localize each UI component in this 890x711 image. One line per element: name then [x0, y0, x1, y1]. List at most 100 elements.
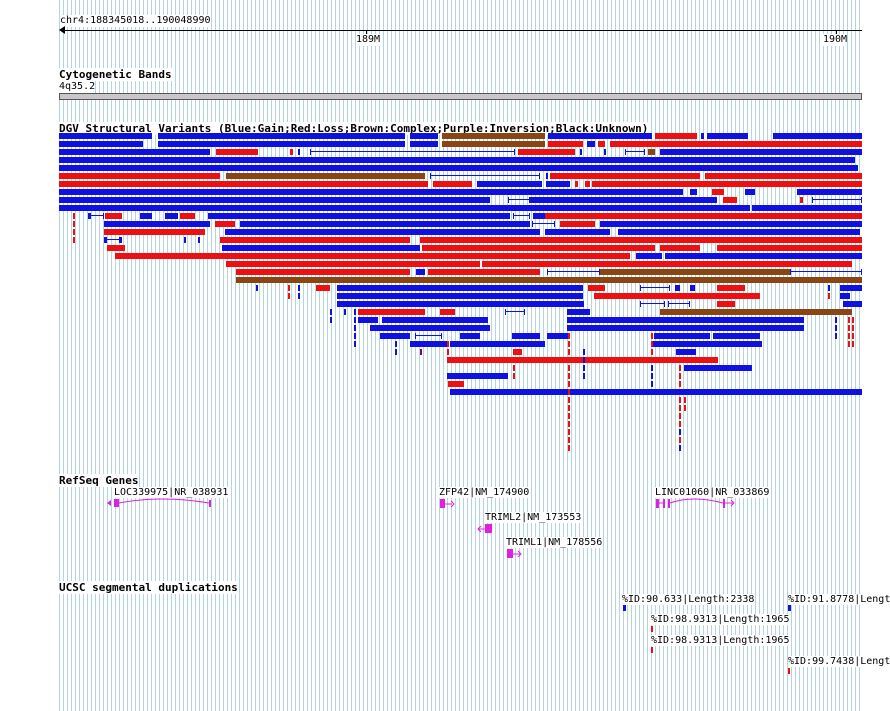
variant-bar[interactable]	[587, 141, 595, 147]
variant-bar[interactable]	[651, 349, 653, 355]
variant-bar[interactable]	[625, 149, 626, 155]
variant-bar[interactable]	[679, 373, 681, 379]
variant-link[interactable]	[547, 271, 600, 272]
variant-bar[interactable]	[713, 333, 760, 339]
variant-bar[interactable]	[655, 133, 697, 139]
variant-link[interactable]	[668, 303, 690, 304]
variant-bar[interactable]	[600, 269, 790, 275]
variant-link[interactable]	[505, 311, 525, 312]
variant-bar[interactable]	[236, 269, 410, 275]
variant-bar[interactable]	[382, 317, 488, 323]
variant-bar[interactable]	[684, 365, 752, 371]
variant-bar[interactable]	[852, 325, 854, 331]
variant-bar[interactable]	[545, 229, 610, 235]
variant-bar[interactable]	[450, 389, 862, 395]
cytoband-bar[interactable]	[59, 93, 862, 100]
variant-bar[interactable]	[447, 349, 449, 355]
variant-bar[interactable]	[337, 285, 583, 291]
variant-bar[interactable]	[545, 213, 862, 219]
variant-bar[interactable]	[812, 197, 813, 203]
variant-bar[interactable]	[723, 197, 737, 203]
variant-bar[interactable]	[599, 269, 600, 275]
variant-bar[interactable]	[660, 245, 700, 251]
variant-bar[interactable]	[665, 253, 862, 259]
variant-bar[interactable]	[59, 173, 220, 179]
variant-bar[interactable]	[568, 373, 570, 379]
variant-bar[interactable]	[428, 269, 540, 275]
variant-bar[interactable]	[848, 317, 850, 323]
variant-bar[interactable]	[652, 341, 762, 347]
variant-bar[interactable]	[701, 133, 704, 139]
variant-bar[interactable]	[256, 285, 258, 291]
variant-bar[interactable]	[240, 221, 530, 227]
variant-bar[interactable]	[410, 141, 438, 147]
variant-bar[interactable]	[752, 205, 862, 211]
variant-bar[interactable]	[330, 317, 332, 323]
variant-bar[interactable]	[505, 309, 506, 315]
variant-link[interactable]	[508, 199, 530, 200]
variant-bar[interactable]	[705, 173, 862, 179]
variant-bar[interactable]	[225, 229, 540, 235]
variant-bar[interactable]	[679, 421, 681, 427]
variant-bar[interactable]	[707, 133, 748, 139]
variant-bar[interactable]	[73, 237, 75, 243]
variant-link[interactable]	[88, 215, 104, 216]
variant-bar[interactable]	[797, 189, 862, 195]
variant-bar[interactable]	[59, 157, 855, 163]
variant-bar[interactable]	[310, 149, 311, 155]
variant-bar[interactable]	[59, 197, 490, 203]
variant-bar[interactable]	[679, 365, 681, 371]
variant-bar[interactable]	[690, 285, 695, 291]
variant-bar[interactable]	[337, 293, 583, 299]
variant-link[interactable]	[415, 335, 442, 336]
variant-bar[interactable]	[636, 253, 662, 259]
variant-bar[interactable]	[567, 325, 804, 331]
variant-bar[interactable]	[583, 349, 585, 355]
variant-bar[interactable]	[477, 181, 542, 187]
variant-bar[interactable]	[790, 269, 791, 275]
variant-bar[interactable]	[529, 197, 530, 203]
variant-bar[interactable]	[447, 341, 449, 347]
variant-bar[interactable]	[717, 301, 735, 307]
variant-bar[interactable]	[158, 133, 405, 139]
variant-bar[interactable]	[180, 213, 195, 219]
variant-bar[interactable]	[679, 389, 681, 395]
coordinate-ruler[interactable]	[59, 20, 862, 50]
variant-bar[interactable]	[226, 261, 480, 267]
variant-bar[interactable]	[59, 141, 143, 147]
variant-bar[interactable]	[514, 149, 515, 155]
variant-bar[interactable]	[316, 285, 330, 291]
variant-bar[interactable]	[669, 285, 670, 291]
variant-bar[interactable]	[567, 309, 590, 315]
variant-bar[interactable]	[568, 413, 570, 419]
variant-bar[interactable]	[610, 141, 862, 147]
variant-bar[interactable]	[441, 333, 442, 339]
variant-bar[interactable]	[121, 237, 122, 243]
variant-bar[interactable]	[165, 213, 178, 219]
variant-bar[interactable]	[664, 301, 665, 307]
variant-bar[interactable]	[546, 181, 570, 187]
segdup-bar[interactable]	[651, 626, 653, 632]
variant-bar[interactable]	[59, 189, 683, 195]
variant-bar[interactable]	[532, 221, 533, 227]
gene-model-linc01060[interactable]	[653, 495, 739, 511]
variant-bar[interactable]	[848, 333, 850, 339]
variant-link[interactable]	[640, 287, 670, 288]
variant-bar[interactable]	[395, 341, 397, 347]
variant-bar[interactable]	[380, 333, 410, 339]
variant-bar[interactable]	[59, 181, 428, 187]
segdup-bar[interactable]	[651, 647, 653, 653]
variant-bar[interactable]	[512, 333, 540, 339]
variant-bar[interactable]	[800, 197, 803, 203]
variant-bar[interactable]	[843, 301, 862, 307]
variant-bar[interactable]	[89, 213, 91, 219]
variant-bar[interactable]	[568, 429, 570, 435]
variant-bar[interactable]	[105, 237, 107, 243]
gene-model-zfp42[interactable]	[437, 497, 457, 511]
variant-bar[interactable]	[513, 213, 514, 219]
variant-bar[interactable]	[594, 293, 760, 299]
variant-bar[interactable]	[676, 349, 696, 355]
variant-bar[interactable]	[298, 149, 300, 155]
variant-bar[interactable]	[660, 309, 852, 315]
variant-bar[interactable]	[835, 333, 837, 339]
